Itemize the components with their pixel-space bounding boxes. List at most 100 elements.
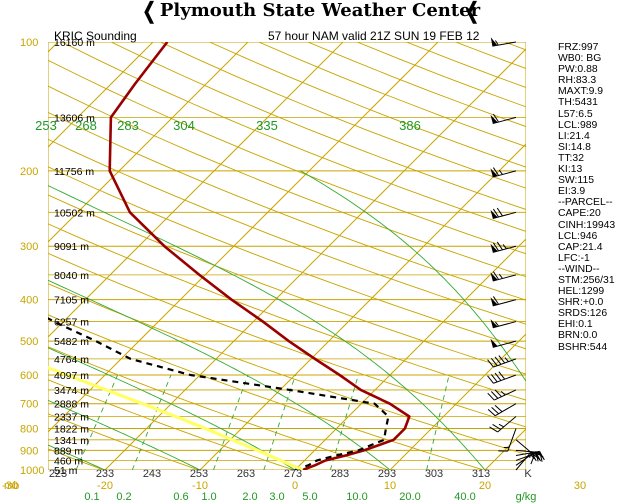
height-label: 2888 m — [54, 399, 89, 411]
barb-feather — [492, 296, 500, 305]
dry-adiabat-line — [48, 194, 526, 375]
barb-flag — [490, 243, 498, 253]
wind-barb — [490, 37, 517, 47]
barb-flag — [490, 168, 498, 178]
index-line: LFC:-1 — [558, 252, 590, 264]
barb-feather — [487, 392, 495, 401]
wind-barb — [490, 207, 517, 220]
barb-staff — [492, 321, 517, 329]
theta-label: 223 — [49, 468, 67, 480]
barb-feather — [492, 271, 500, 280]
chart-title: KRIC Sounding — [54, 29, 137, 43]
index-line: EHI:0.1 — [558, 319, 593, 331]
wind-barb — [487, 371, 517, 384]
barb-half-feather — [502, 244, 507, 250]
dry-adiabat-line — [61, 42, 526, 232]
isotherm-line — [48, 42, 344, 338]
barb-half-feather — [504, 357, 509, 362]
mixing-ratio-line — [426, 374, 450, 470]
barb-staff — [515, 451, 532, 471]
index-line: WB0: BG — [558, 53, 602, 65]
height-label: 16160 m — [54, 37, 95, 49]
mixing-ratio-label: 20.0 — [399, 491, 420, 503]
index-line: LI:21.4 — [558, 130, 590, 142]
pennant-left-icon: ❬ — [140, 0, 159, 24]
dewpoint-line — [48, 317, 390, 470]
barb-staff — [492, 41, 517, 47]
barb-feather — [487, 359, 494, 368]
chart-subtitle: 57 hour NAM valid 21Z SUN 19 FEB 12 — [268, 29, 480, 43]
isotherm-line — [48, 42, 154, 148]
index-line: RH:83.3 — [558, 75, 597, 87]
pressure-tick-label: 900 — [20, 445, 38, 457]
height-label: 7105 m — [54, 295, 89, 307]
temperature-tick-label: 20 — [479, 480, 491, 492]
wind-barb — [490, 271, 517, 282]
barb-feather — [498, 355, 506, 364]
index-line: PW:0.88 — [558, 64, 598, 76]
index-line: --WIND-- — [558, 263, 600, 275]
theta-label: K — [524, 468, 532, 480]
page-title: Plymouth State Weather Center — [159, 0, 481, 21]
theta-label: 253 — [190, 468, 208, 480]
moist-adiabat-line — [48, 399, 201, 470]
index-line: TT:32 — [558, 152, 584, 164]
wind-barbs — [487, 37, 545, 471]
wind-barb — [498, 428, 517, 452]
isotherm-line — [294, 238, 526, 470]
index-line: SHR:+0.0 — [558, 297, 604, 309]
wind-barb — [490, 319, 517, 329]
height-label: 6257 m — [54, 317, 89, 329]
pressure-tick-label: 700 — [20, 399, 38, 411]
moist-adiabat-line — [48, 279, 391, 470]
theta-e-label: 268 — [75, 118, 97, 133]
height-label: 460 m — [54, 455, 83, 467]
wind-barb — [515, 439, 535, 465]
barb-staff — [515, 439, 535, 456]
parcel-line — [48, 366, 304, 470]
barb-half-feather — [495, 40, 499, 46]
moist-adiabat-line — [300, 170, 526, 382]
barb-half-feather — [498, 273, 503, 279]
pressure-tick-label: 1000 — [20, 465, 44, 477]
barb-half-feather — [530, 454, 535, 460]
mixing-ratio-label: 10.0 — [346, 491, 367, 503]
height-label: 9091 m — [54, 241, 89, 253]
profile-lines — [48, 42, 411, 470]
index-line: --PARCEL-- — [558, 197, 613, 209]
index-line: CAPE:20 — [558, 208, 601, 220]
isotherm-line — [104, 48, 526, 470]
mixing-ratio-label: 40.0 — [454, 491, 475, 503]
index-line: L57:6.5 — [558, 108, 593, 120]
temperature-tick-label: 0 — [292, 480, 298, 492]
temperature-line — [108, 42, 411, 470]
index-line: HEL:1299 — [558, 286, 605, 298]
height-label: 4764 m — [54, 354, 89, 366]
index-line: KI:13 — [558, 164, 583, 176]
barb-feather — [494, 356, 502, 365]
barb-feather — [492, 113, 500, 123]
theta-label: 313 — [472, 468, 490, 480]
barb-half-feather — [498, 423, 504, 428]
height-label: 11756 m — [54, 166, 94, 178]
isotherm-line — [199, 143, 526, 470]
index-line: SW:115 — [558, 175, 595, 187]
header: ❬ Plymouth State Weather Center ❬ — [0, 0, 640, 26]
barb-feather — [492, 167, 500, 176]
mixing-ratio-line — [0, 375, 12, 470]
dry-adiabat-line — [48, 283, 526, 455]
theta-label: 293 — [378, 468, 396, 480]
mixing-ratio-label: 1.0 — [201, 491, 216, 503]
theta-e-label: 386 — [399, 118, 421, 133]
dry-adiabat-line — [48, 85, 526, 278]
isotherm-line — [48, 42, 249, 243]
wind-barb — [490, 167, 517, 178]
height-label: 8040 m — [54, 270, 89, 282]
barb-half-feather — [498, 169, 503, 175]
barb-feather — [490, 391, 499, 399]
theta-e-label: 283 — [117, 118, 139, 133]
dry-adiabat-line — [48, 346, 389, 470]
theta-label: 243 — [143, 468, 161, 480]
